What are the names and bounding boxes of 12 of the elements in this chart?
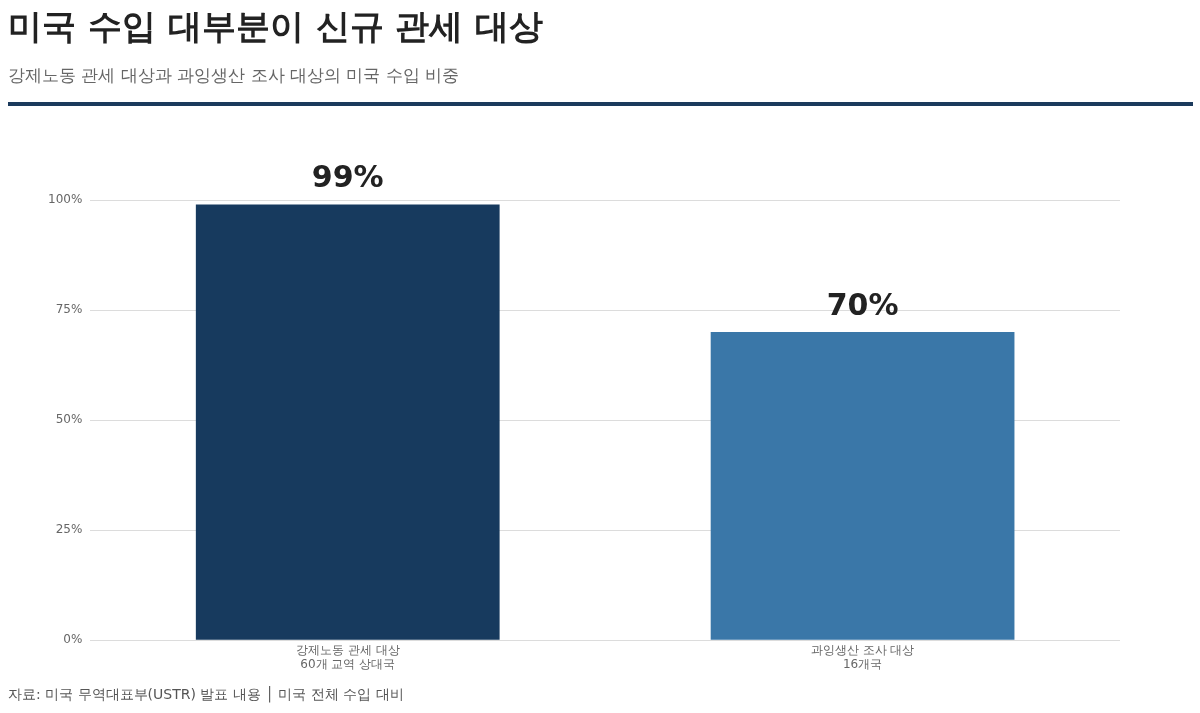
chart-subtitle: 강제노동 관세 대상과 과잉생산 조사 대상의 미국 수입 비중 [8, 64, 460, 87]
y-tick-label: 100% [47, 192, 83, 207]
y-tick-label: 0% [63, 632, 83, 647]
y-tick-label: 25% [55, 522, 83, 537]
y-tick-label: 50% [55, 412, 83, 427]
x-tick-label: 강제노동 관세 대상 60개 교역 상대국 [295, 642, 400, 671]
text: 자료: 미국 무역대표부(USTR) 발표 내용 │ 미국 전체 수입 대비 [8, 686, 404, 704]
y-tick-label: 75% [55, 302, 83, 317]
x-tick-label: 과잉생산 조사 대상 16개국 [810, 642, 915, 671]
chart-title: 미국 수입 대부분이 신규 관세 대상 [8, 5, 544, 48]
data-label: 99% [311, 159, 384, 195]
data-label: 70% [826, 286, 899, 322]
